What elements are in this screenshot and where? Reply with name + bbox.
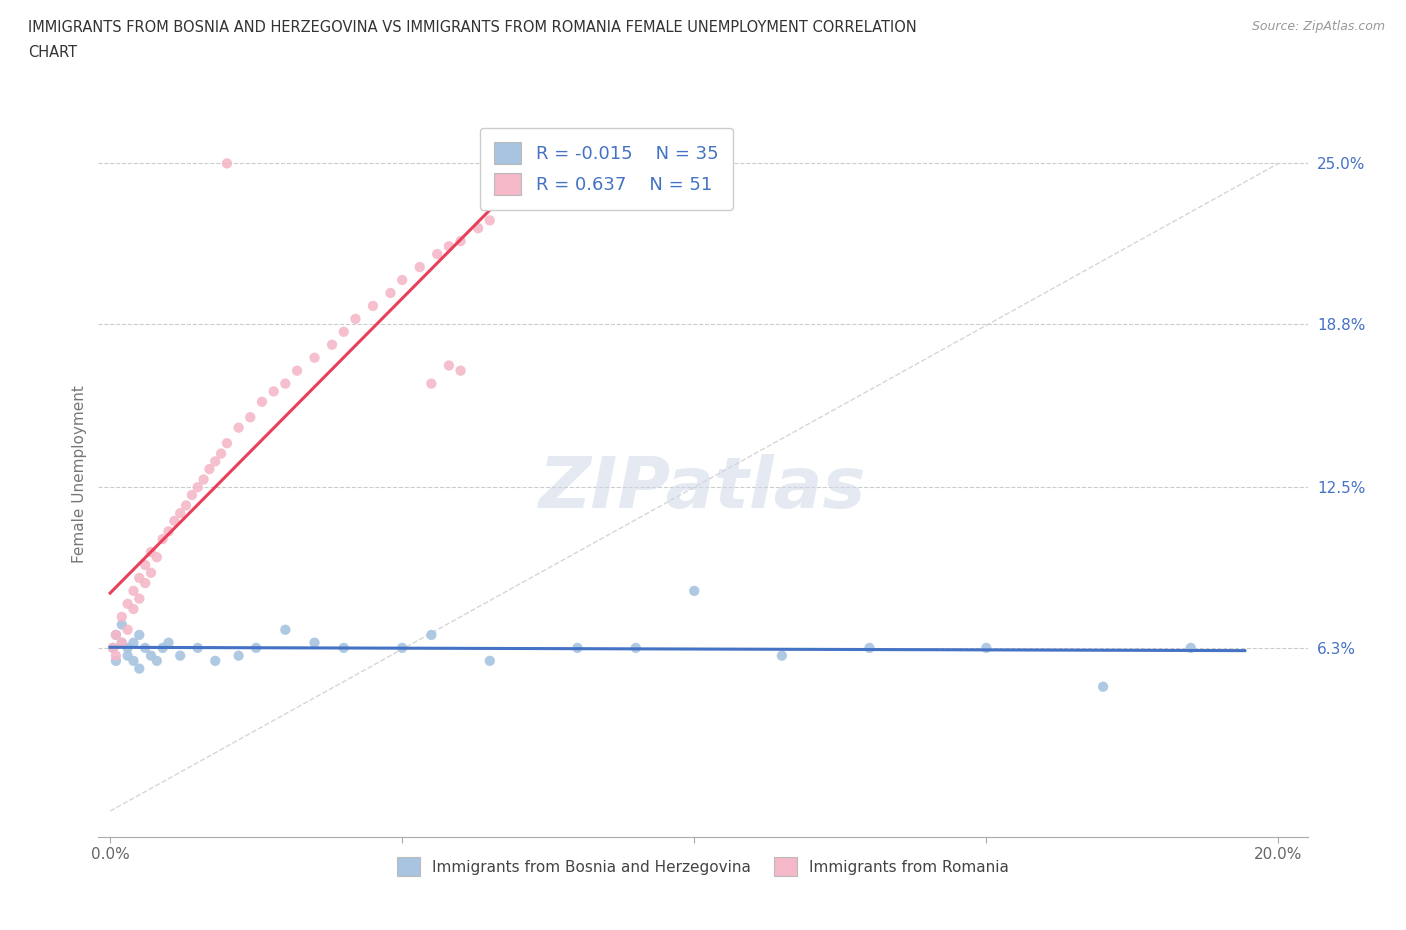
Point	[128, 591, 150, 606]
Point	[111, 635, 134, 650]
Point	[478, 213, 501, 228]
Point	[304, 635, 326, 650]
Point	[437, 239, 460, 254]
Point	[245, 641, 267, 656]
Text: CHART: CHART	[28, 45, 77, 60]
Point	[228, 648, 250, 663]
Point	[204, 654, 226, 669]
Point	[122, 635, 145, 650]
Point	[567, 641, 589, 656]
Y-axis label: Female Unemployment: Female Unemployment	[72, 385, 87, 564]
Point	[174, 498, 197, 512]
Point	[163, 513, 186, 528]
Point	[380, 286, 402, 300]
Point	[134, 641, 156, 656]
Point	[139, 545, 162, 560]
Point	[139, 565, 162, 580]
Point	[391, 641, 413, 656]
Point	[134, 576, 156, 591]
Point	[198, 461, 221, 476]
Point	[1180, 641, 1202, 656]
Point	[437, 358, 460, 373]
Point	[180, 487, 202, 502]
Point	[187, 480, 209, 495]
Point	[285, 364, 308, 379]
Point	[139, 648, 162, 663]
Point	[128, 570, 150, 585]
Text: Source: ZipAtlas.com: Source: ZipAtlas.com	[1251, 20, 1385, 33]
Point	[344, 312, 367, 326]
Point	[250, 394, 273, 409]
Point	[104, 628, 127, 643]
Point	[128, 628, 150, 643]
Point	[332, 325, 354, 339]
Point	[117, 641, 139, 656]
Point	[152, 532, 174, 547]
Point	[104, 628, 127, 643]
Point	[117, 648, 139, 663]
Legend: Immigrants from Bosnia and Herzegovina, Immigrants from Romania: Immigrants from Bosnia and Herzegovina, …	[389, 850, 1017, 883]
Point	[215, 156, 238, 171]
Point	[420, 628, 443, 643]
Point	[426, 246, 449, 261]
Text: ZIPatlas: ZIPatlas	[540, 455, 866, 524]
Text: IMMIGRANTS FROM BOSNIA AND HERZEGOVINA VS IMMIGRANTS FROM ROMANIA FEMALE UNEMPLO: IMMIGRANTS FROM BOSNIA AND HERZEGOVINA V…	[28, 20, 917, 35]
Point	[146, 654, 169, 669]
Point	[209, 446, 232, 461]
Point	[974, 641, 997, 656]
Point	[467, 220, 489, 235]
Point	[274, 622, 297, 637]
Point	[770, 648, 793, 663]
Point	[101, 641, 124, 656]
Point	[117, 596, 139, 611]
Point	[478, 654, 501, 669]
Point	[122, 654, 145, 669]
Point	[157, 635, 180, 650]
Point	[420, 377, 443, 392]
Point	[1092, 679, 1115, 694]
Point	[215, 436, 238, 451]
Point	[111, 609, 134, 624]
Point	[263, 384, 285, 399]
Point	[239, 410, 262, 425]
Point	[152, 641, 174, 656]
Point	[111, 618, 134, 632]
Point	[122, 602, 145, 617]
Point	[104, 648, 127, 663]
Point	[187, 641, 209, 656]
Point	[858, 641, 880, 656]
Point	[157, 524, 180, 538]
Point	[146, 550, 169, 565]
Point	[361, 299, 384, 313]
Point	[193, 472, 215, 487]
Point	[228, 420, 250, 435]
Point	[169, 506, 191, 521]
Point	[321, 338, 343, 352]
Point	[450, 364, 472, 379]
Point	[169, 648, 191, 663]
Point	[624, 641, 647, 656]
Point	[111, 635, 134, 650]
Point	[332, 641, 354, 656]
Point	[274, 377, 297, 392]
Point	[117, 622, 139, 637]
Point	[683, 583, 706, 598]
Point	[122, 583, 145, 598]
Point	[204, 454, 226, 469]
Point	[128, 661, 150, 676]
Point	[391, 272, 413, 287]
Point	[104, 654, 127, 669]
Point	[450, 233, 472, 248]
Point	[134, 558, 156, 573]
Point	[304, 351, 326, 365]
Point	[101, 641, 124, 656]
Point	[409, 259, 432, 274]
